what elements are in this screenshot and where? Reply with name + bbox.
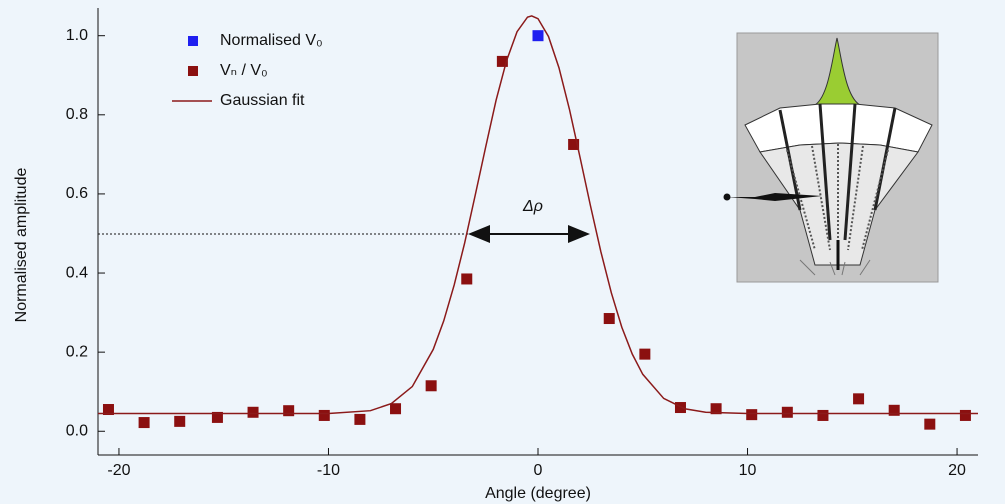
data-point: [532, 30, 544, 42]
inset-diagram: [723, 32, 939, 283]
data-point: [211, 411, 223, 423]
data-point: [853, 393, 865, 405]
y-axis-label: Normalised amplitude: [13, 168, 30, 323]
y-tick-label: 0.4: [66, 264, 88, 281]
data-point: [283, 405, 295, 417]
y-tick-label: 0.2: [66, 343, 88, 360]
data-point: [138, 417, 150, 429]
data-point: [174, 415, 186, 427]
data-point: [568, 138, 580, 150]
data-point: [781, 406, 793, 418]
x-tick-label: 20: [948, 462, 966, 479]
legend-marker: [188, 66, 198, 76]
data-point: [674, 402, 686, 414]
data-point: [710, 403, 722, 415]
data-point: [959, 409, 971, 421]
data-point: [390, 403, 402, 415]
legend-marker: [188, 36, 198, 46]
data-point: [461, 273, 473, 285]
y-tick-label: 0.6: [66, 185, 88, 202]
y-tick-label: 0.8: [66, 106, 88, 123]
x-tick-label: 0: [534, 462, 543, 479]
y-tick-label: 1.0: [66, 27, 88, 44]
data-point: [354, 413, 366, 425]
data-point: [425, 380, 437, 392]
x-tick-label: -20: [107, 462, 130, 479]
data-point: [817, 409, 829, 421]
y-tick-label: 0.0: [66, 422, 88, 439]
x-axis-label: Angle (degree): [485, 485, 591, 502]
x-tick-label: 10: [739, 462, 757, 479]
fit-line: [98, 15, 978, 415]
annotation: Δρ: [522, 198, 543, 215]
data-point: [924, 418, 936, 430]
data-point: [318, 409, 330, 421]
data-point: [247, 406, 259, 418]
data-point: [746, 409, 758, 421]
data-point: [496, 55, 508, 67]
data-point: [888, 404, 900, 416]
width-arrow: [468, 225, 590, 243]
legend-label: Vₙ / V₀: [220, 62, 268, 79]
x-tick-label: -10: [317, 462, 340, 479]
data-point: [102, 404, 114, 416]
legend-label: Gaussian fit: [220, 92, 305, 109]
data-point: [603, 313, 615, 325]
legend-label: Normalised V₀: [220, 32, 323, 49]
data-point: [639, 348, 651, 360]
